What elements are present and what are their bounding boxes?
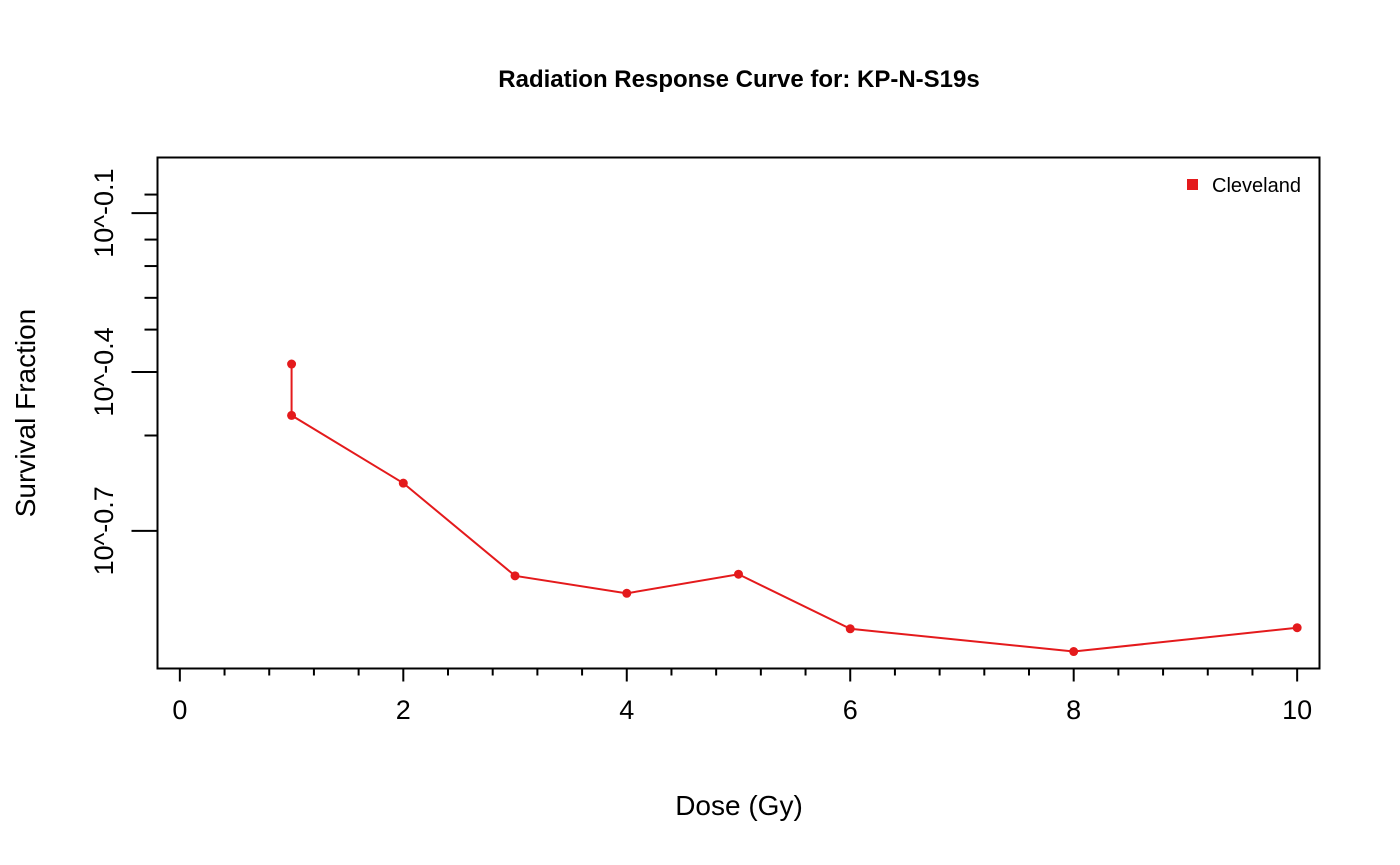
x-tick-label: 2 [396, 695, 411, 725]
x-tick-label: 4 [619, 695, 634, 725]
data-point [1069, 647, 1079, 657]
data-point [734, 569, 743, 579]
series-line [290, 364, 1298, 653]
data-point [287, 359, 297, 369]
y-tick-label: 10^-0.4 [89, 327, 119, 416]
x-tick-label: 8 [1066, 695, 1081, 725]
x-axis-title: Dose (Gy) [675, 790, 803, 821]
series-layer [287, 359, 1302, 657]
y-tick-label: 10^-0.1 [89, 168, 119, 257]
data-point [510, 571, 520, 581]
x-tick-label: 6 [843, 695, 858, 725]
y-tick-label: 10^-0.7 [89, 486, 119, 575]
data-point [398, 478, 408, 488]
data-point [622, 588, 632, 598]
plot-frame [156, 156, 1321, 670]
y-axis: 10^-0.1 10^-0.4 10^-0.7 [89, 168, 158, 575]
data-point [1292, 623, 1302, 633]
y-axis-title: Survival Fraction [10, 309, 41, 518]
data-point [845, 624, 855, 634]
x-axis: 0 2 4 6 8 10 [172, 668, 1312, 725]
x-tick-label: 0 [172, 695, 187, 725]
legend-marker [1187, 179, 1198, 190]
x-tick-label: 10 [1282, 695, 1312, 725]
legend: Cleveland [1187, 175, 1301, 197]
data-point [287, 410, 297, 420]
chart-title: Radiation Response Curve for: KP-N-S19s [498, 66, 979, 93]
legend-label: Cleveland [1212, 175, 1301, 197]
